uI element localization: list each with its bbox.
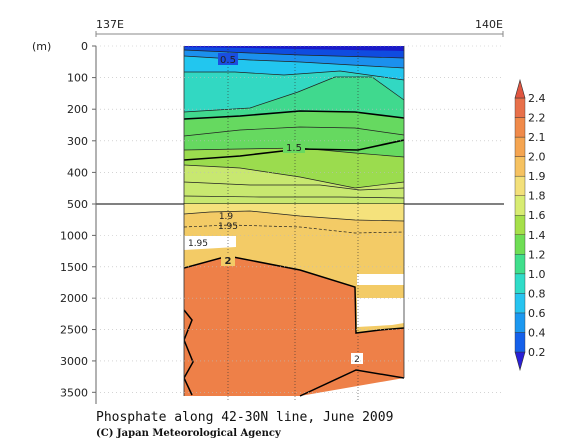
colorbar-label: 1.4 [528, 229, 546, 242]
lower-gap-bottom [184, 378, 404, 408]
y-tick-label: 400 [67, 166, 88, 179]
colorbar-label: 2.4 [528, 92, 546, 105]
colorbar-label: 0.6 [528, 307, 546, 320]
lower-gap-1 [357, 274, 404, 285]
colorbar-label: 2.1 [528, 131, 546, 144]
y-tick-label: 1000 [60, 229, 88, 242]
contour-label-1.9: 1.9 [219, 212, 234, 222]
colorbar-segment [514, 332, 526, 353]
y-axis-label: (m) [32, 40, 51, 53]
contour-label-1.5: 1.5 [286, 143, 302, 154]
colorbar-segment [514, 97, 526, 118]
y-tick-label: 3000 [60, 355, 88, 368]
contour-label-2-b: 2 [354, 355, 360, 365]
contour-label-1.95-b: 1.95 [188, 239, 208, 249]
colorbar-label: 1.6 [528, 209, 546, 222]
lower-gap-3 [184, 236, 236, 250]
y-tick-label: 2500 [60, 324, 88, 337]
colorbar-max-triangle [514, 78, 526, 99]
y-tick-label: 1500 [60, 261, 88, 274]
colorbar-label: 2.2 [528, 112, 546, 125]
y-axis: 0 100 200 300 400 500 1000 1500 2000 2500 3000 3500 [60, 40, 503, 404]
upper-station-lines [227, 46, 359, 204]
y-tick-label: 100 [67, 72, 88, 85]
colorbar-segment [514, 293, 526, 314]
y-tick-label: 2000 [60, 292, 88, 305]
upper-panel [184, 46, 404, 204]
colorbar-label: 1.9 [528, 170, 546, 183]
y-tick-label: 300 [67, 135, 88, 148]
colorbar-segment [514, 234, 526, 255]
x-tick-label-140e: 140E [475, 18, 503, 31]
colorbar-segment [514, 136, 526, 157]
colorbar-segment [514, 156, 526, 177]
lower-fill-1.8 [184, 204, 404, 221]
upper-fill-0.2 [184, 46, 404, 51]
colorbar-min-triangle [514, 351, 526, 372]
colorbar-segment [514, 117, 526, 138]
y-tick-label: 500 [67, 198, 88, 211]
y-tick-label: 3500 [60, 386, 88, 399]
colorbar: 0.2 0.4 0.6 0.8 1.0 1.2 1.4 1.6 1.8 1.9 2.0 2.1 2.2 2… [514, 78, 546, 372]
lower-gap-2 [357, 298, 404, 327]
colorbar-label: 1.8 [528, 190, 546, 203]
colorbar-label: 0.4 [528, 326, 546, 339]
colorbar-label: 1.2 [528, 248, 546, 261]
chart-title: Phosphate along 42-30N line, June 2009 [96, 410, 394, 425]
x-tick-label-137e: 137E [96, 18, 124, 31]
contour-label-0.5: 0.5 [220, 55, 236, 66]
lower-fill-2.0 [184, 256, 404, 400]
colorbar-segment [514, 195, 526, 216]
colorbar-label: 0.8 [528, 287, 546, 300]
colorbar-segment [514, 175, 526, 196]
colorbar-segment [514, 215, 526, 235]
colorbar-label: 0.2 [528, 346, 546, 359]
y-tick-label: 0 [81, 40, 88, 53]
colorbar-segment [514, 254, 526, 275]
lower-panel [184, 204, 404, 408]
y-tick-label: 200 [67, 103, 88, 116]
lower-contour-lines [184, 210, 404, 234]
chart-credit: (C) Japan Meteorological Agency [96, 428, 281, 439]
colorbar-label: 2.0 [528, 151, 546, 164]
colorbar-segment [514, 273, 526, 294]
contour-label-1.95-a: 1.95 [218, 222, 238, 232]
colorbar-segment [514, 312, 526, 333]
contour-label-2-a: 2 [225, 256, 232, 267]
colorbar-label: 1.0 [528, 268, 546, 281]
